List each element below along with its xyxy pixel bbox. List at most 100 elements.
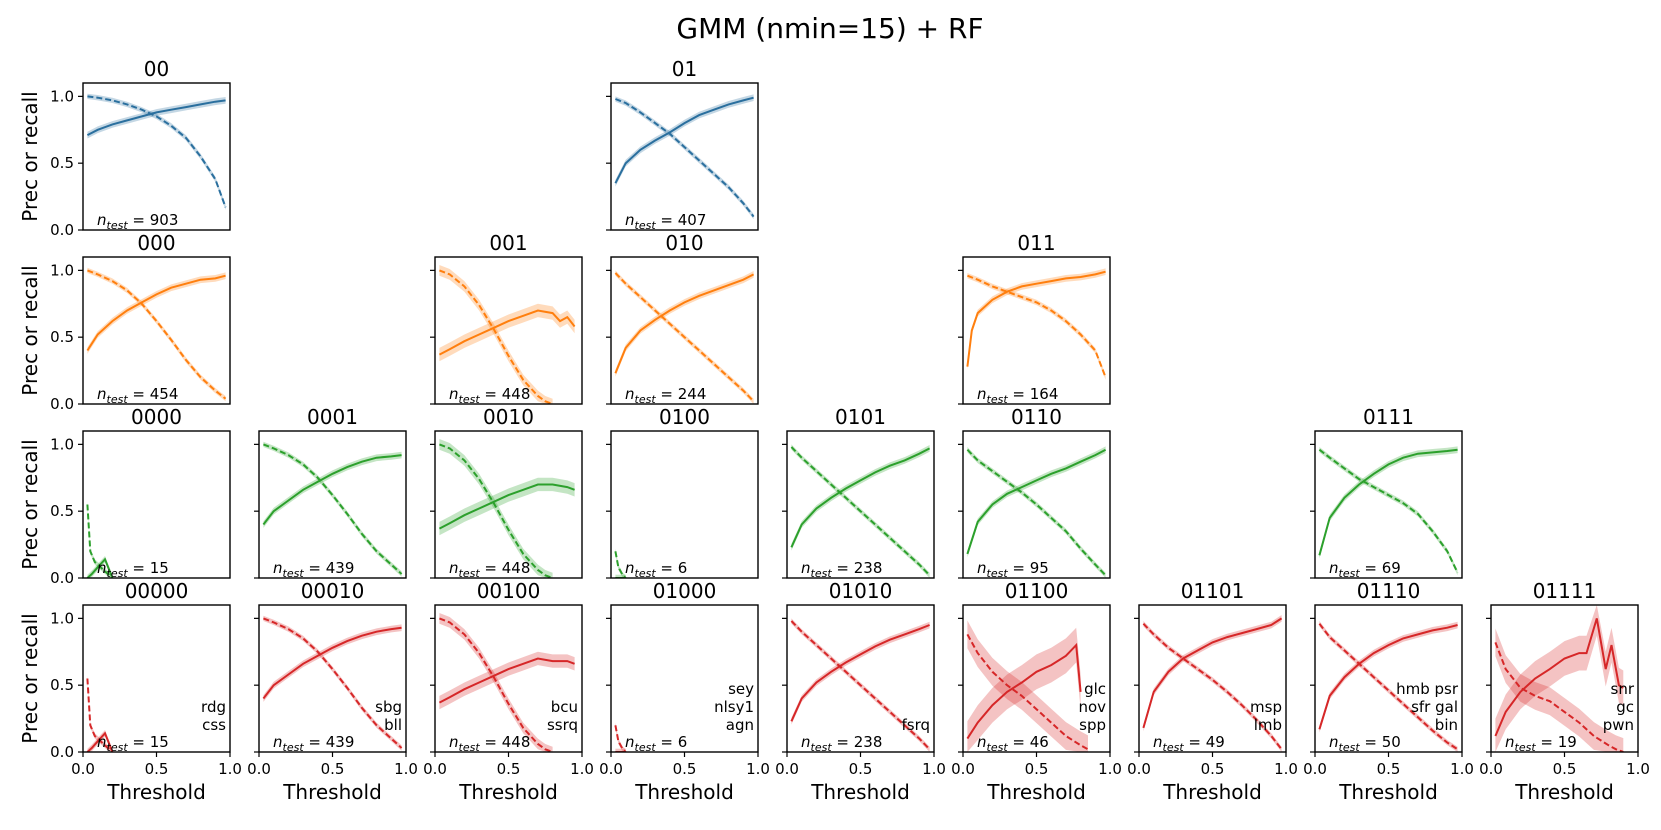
ntest-label: ntest = 448: [449, 385, 530, 406]
class-label: glc: [1084, 680, 1106, 698]
recall-band: [439, 265, 553, 404]
precision-line: [1142, 617, 1283, 729]
x-tick-label: 1.0: [218, 760, 242, 778]
ntest-label: ntest = 95: [977, 559, 1049, 580]
panel-plot-area: [966, 446, 1107, 578]
panel-title: 01100: [1005, 579, 1069, 603]
precision-band: [263, 624, 402, 702]
panel-frame: [434, 256, 583, 405]
class-label: sbg: [375, 698, 402, 716]
ntest-label: ntest = 19: [1505, 733, 1577, 754]
ntest-label: ntest = 407: [625, 211, 706, 232]
panel-frame: [610, 430, 759, 579]
ntest-label: ntest = 439: [273, 733, 354, 754]
panel-plot-area: [966, 268, 1107, 380]
class-label: bcu: [551, 698, 578, 716]
panel-frame: [82, 82, 231, 231]
ntest-label: ntest = 15: [97, 733, 169, 754]
precision-line: [438, 483, 575, 530]
panel-plot-area: [86, 501, 114, 578]
ntest-label: ntest = 903: [97, 211, 178, 232]
precision-line: [86, 99, 226, 136]
precision-line: [1318, 448, 1458, 556]
panel-plot-area: [614, 722, 627, 752]
y-tick-label: 0.5: [50, 328, 74, 346]
class-label: nov: [1078, 698, 1106, 716]
precision-line: [790, 624, 930, 722]
x-tick-label: 0.5: [1377, 760, 1401, 778]
panel-plot-area: [614, 94, 755, 220]
class-label: sey: [728, 680, 754, 698]
precision-band: [967, 627, 1081, 752]
precision-band: [615, 94, 754, 187]
panel-frame: [1314, 430, 1463, 579]
ntest-label: ntest = 164: [977, 385, 1058, 406]
y-tick-label: 0.5: [50, 154, 74, 172]
panel-0001: 0001 ntest = 439: [254, 405, 407, 580]
recall-band: [439, 439, 553, 578]
panel-001: 001 ntest = 448: [430, 231, 583, 406]
panel-01: 01 ntest = 407: [606, 57, 759, 232]
recall-line: [439, 269, 553, 404]
recall-line: [439, 617, 553, 752]
panel-plot-area: [790, 618, 931, 752]
panel-plot-area: [1318, 621, 1459, 752]
recall-line: [86, 678, 114, 752]
class-label: gc: [1616, 698, 1634, 716]
class-label: rdg: [201, 698, 226, 716]
x-tick-label: 1.0: [394, 760, 418, 778]
recall-line: [87, 95, 227, 208]
panel-0110: 0110 ntest = 95: [958, 405, 1111, 580]
recall-band: [263, 441, 402, 577]
panel-011: 011 ntest = 164: [958, 231, 1111, 406]
x-tick-label: 1.0: [1274, 760, 1298, 778]
class-label: agn: [726, 716, 754, 734]
class-label: spp: [1079, 716, 1106, 734]
panel-plot-area: [262, 615, 403, 751]
panel-plot-area: [86, 675, 114, 752]
y-tick-label: 0.0: [50, 221, 74, 239]
panel-plot-area: [438, 265, 576, 404]
y-tick-label: 0.0: [50, 569, 74, 587]
x-axis-label: Threshold: [458, 780, 558, 804]
class-label: ssrq: [547, 716, 578, 734]
panel-00: 00 ntest = 903 0.0 0.5 1.0 Prec or recall: [18, 57, 231, 239]
panel-0010: 0010 ntest = 448: [430, 405, 583, 580]
panel-title: 00000: [125, 579, 189, 603]
panel-title: 01110: [1357, 579, 1421, 603]
ntest-label: ntest = 15: [97, 559, 169, 580]
precision-band: [439, 651, 575, 710]
x-tick-label: 0.5: [145, 760, 169, 778]
x-tick-label: 1.0: [1098, 760, 1122, 778]
ntest-label: ntest = 244: [625, 385, 706, 406]
precision-line: [86, 274, 226, 352]
y-axis-label: Prec or recall: [18, 91, 42, 221]
precision-line: [86, 731, 114, 752]
x-tick-label: 0.5: [673, 760, 697, 778]
precision-line: [966, 270, 1106, 367]
panel-plot-area: [614, 270, 755, 404]
class-label: lmb: [1254, 716, 1282, 734]
y-tick-label: 0.0: [50, 743, 74, 761]
ntest-label: ntest = 238: [801, 733, 882, 754]
panel-plot-area: [86, 93, 227, 210]
x-tick-label: 0.0: [423, 760, 447, 778]
precision-line: [966, 448, 1107, 555]
recall-band: [967, 620, 1088, 752]
panel-0000: 0000 ntest = 15 0.0 0.5 1.0 Prec or recall: [18, 405, 231, 587]
recall-line: [263, 617, 403, 749]
x-axis-label: Threshold: [634, 780, 734, 804]
panel-frame: [434, 430, 583, 579]
panel-title: 01000: [653, 579, 717, 603]
precision-band: [263, 451, 402, 528]
recall-band: [615, 96, 754, 220]
class-label: sfr gal: [1411, 698, 1458, 716]
x-tick-label: 0.0: [71, 760, 95, 778]
panel-frame: [962, 256, 1111, 405]
panel-plot-area: [1142, 615, 1283, 752]
